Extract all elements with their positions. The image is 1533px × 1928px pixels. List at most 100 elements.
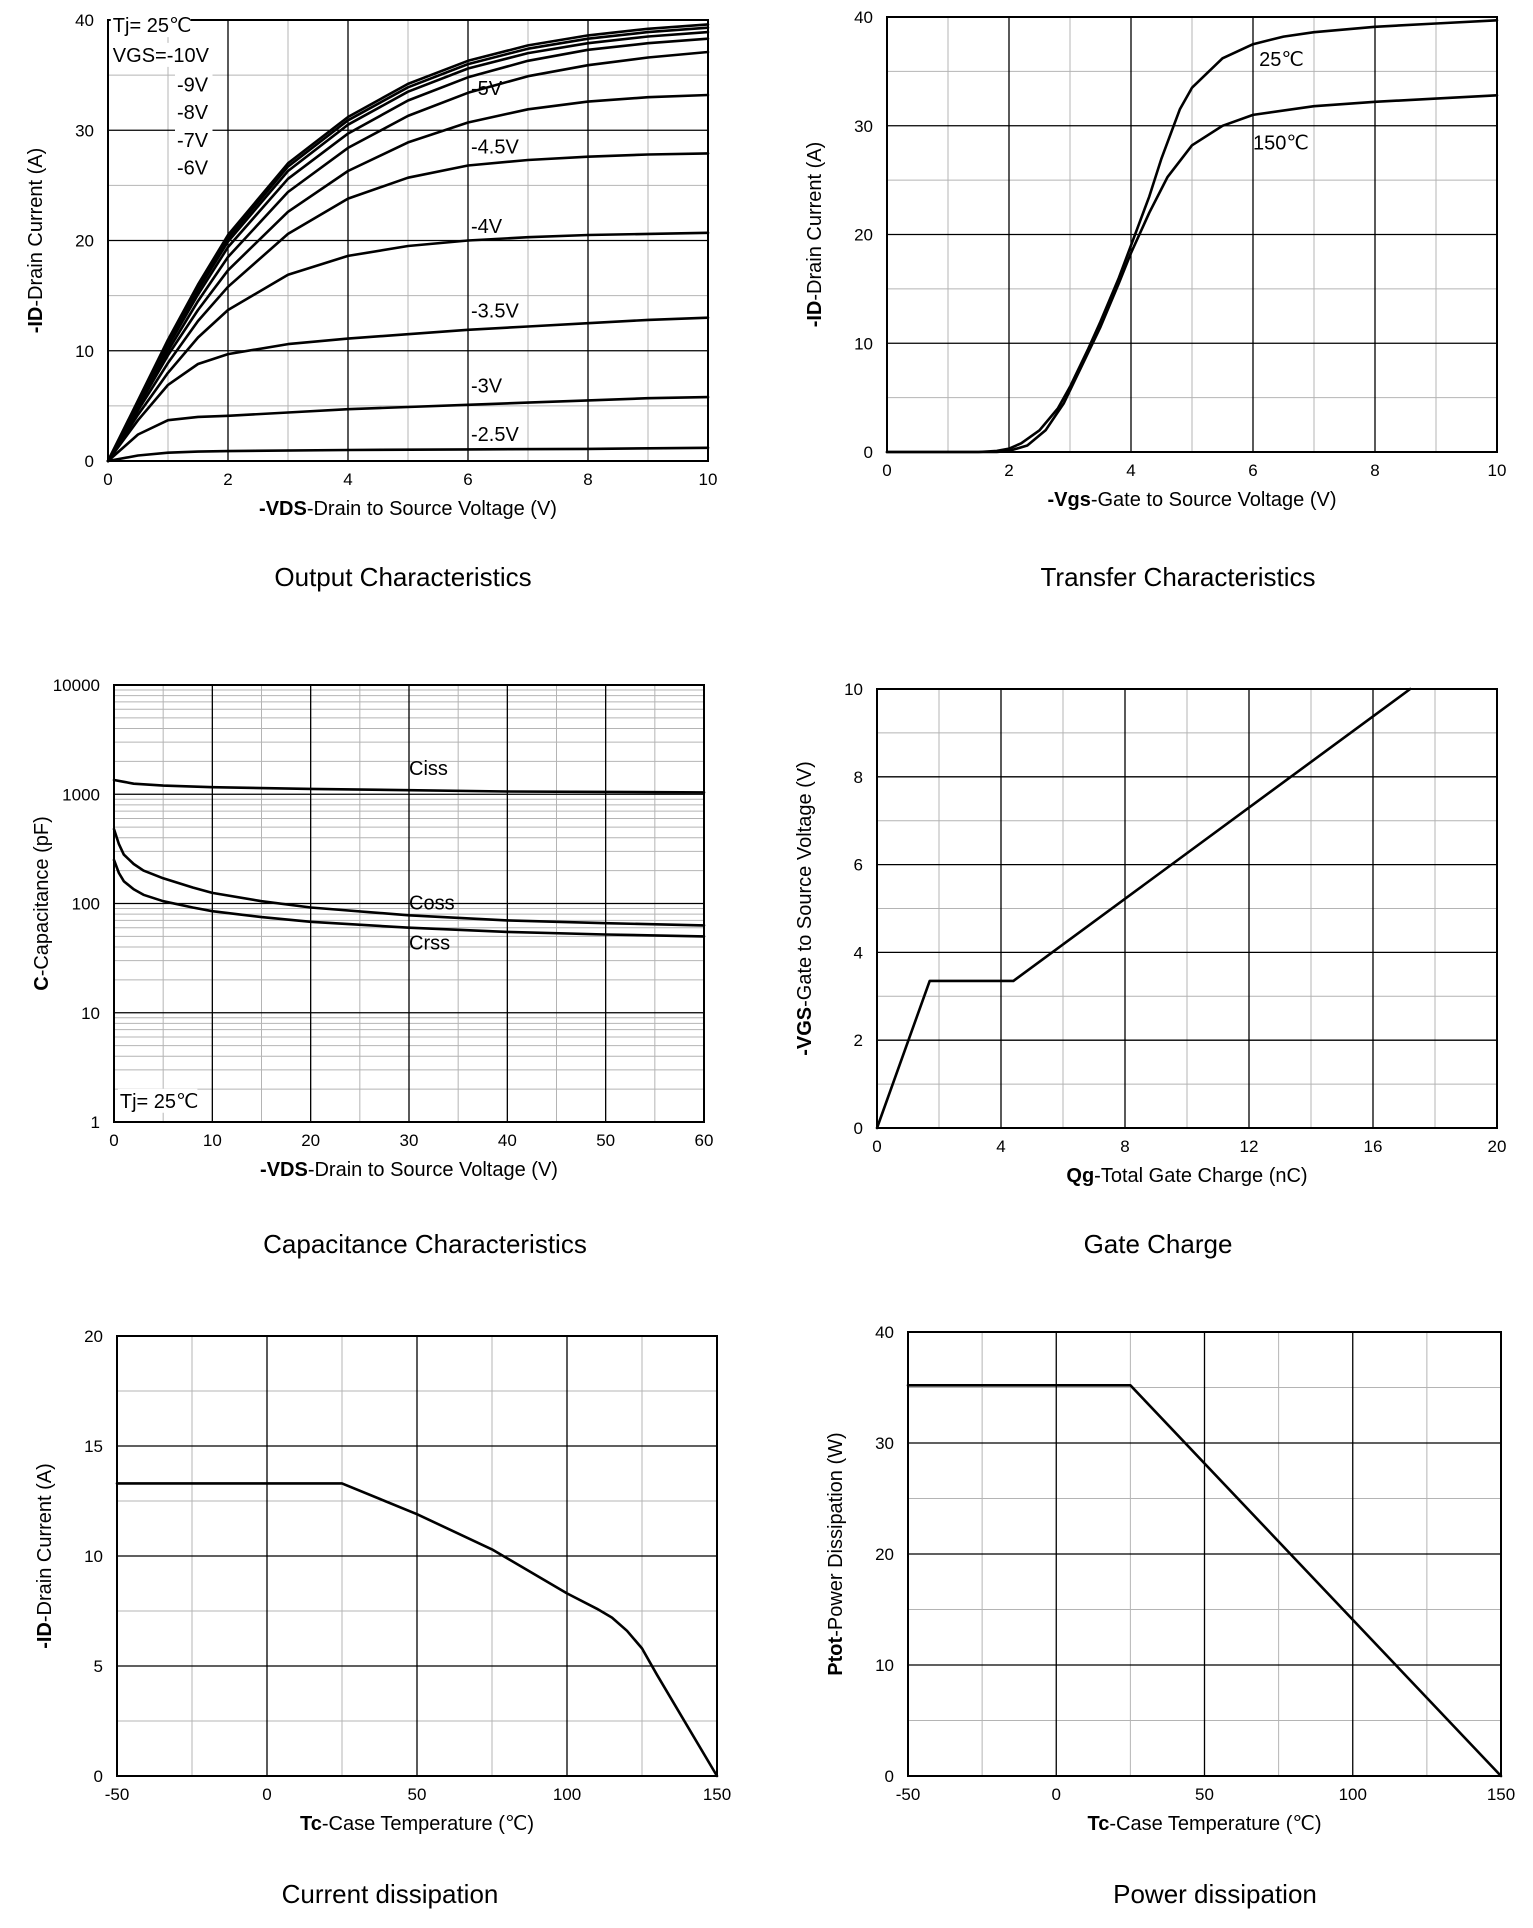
- annotation-text: VGS=-10V: [113, 45, 210, 67]
- x-tick-label: 20: [1488, 1137, 1507, 1156]
- y-axis-label: C-Capacitance (pF): [31, 816, 53, 991]
- series-line--3V: [106, 395, 710, 463]
- x-axis-label-rest: -Drain to Source Voltage (V): [308, 1159, 558, 1181]
- y-tick-label: 30: [875, 1434, 894, 1453]
- y-axis-label-bold: -ID: [804, 301, 826, 328]
- x-axis-label-bold: Tc: [1087, 1813, 1109, 1835]
- y-tick-label: 0: [864, 443, 873, 462]
- x-tick-label: 30: [400, 1131, 419, 1150]
- annotation-bg: [175, 127, 213, 152]
- series-group: [875, 687, 1412, 1130]
- series-line--3.5V: [106, 316, 710, 463]
- y-tick-label: 15: [84, 1437, 103, 1456]
- y-tick-label: 10: [844, 680, 863, 699]
- y-axis-label-rest: -Power Dissipation (W): [825, 1432, 847, 1636]
- y-axis-label-rest: -Drain Current (A): [804, 142, 826, 301]
- series-line-Crss: [112, 858, 706, 938]
- series-label: Crss: [409, 932, 450, 954]
- annotation-bg: [175, 100, 213, 125]
- series-label: -5V: [471, 78, 503, 100]
- x-axis-label: Tc-Case Temperature (℃): [300, 1813, 534, 1835]
- y-tick-label: 8: [854, 768, 863, 787]
- major-grid: [907, 1331, 1502, 1777]
- x-tick-label: 4: [996, 1137, 1005, 1156]
- x-tick-label: 50: [408, 1785, 427, 1804]
- y-axis-label-bold: C: [31, 976, 53, 990]
- plot-frame: [107, 19, 709, 462]
- y-tick-label: 0: [885, 1767, 894, 1786]
- y-tick-label: 10000: [53, 676, 100, 695]
- series-label: -3V: [471, 376, 503, 398]
- series-group: [115, 1482, 719, 1778]
- x-tick-label: 150: [703, 1785, 731, 1804]
- annotation-text: -7V: [177, 130, 209, 152]
- x-tick-label: 10: [1488, 461, 1507, 480]
- annotation-bg: [117, 1088, 198, 1113]
- series-line-ID: [115, 1482, 719, 1778]
- plot-frame: [886, 16, 1498, 453]
- x-tick-label: -50: [105, 1785, 130, 1804]
- x-tick-label: 0: [262, 1785, 271, 1804]
- annotation-text: Tj= 25℃: [120, 1091, 199, 1113]
- y-tick-label: 2: [854, 1031, 863, 1050]
- plot-frame: [876, 688, 1498, 1129]
- series-group: [112, 778, 706, 938]
- y-tick-label: 0: [854, 1119, 863, 1138]
- x-axis-label-rest: -Drain to Source Voltage (V): [307, 498, 557, 520]
- x-axis-label-rest: -Case Temperature (℃): [322, 1813, 534, 1835]
- y-axis-label-bold: Ptot: [825, 1636, 847, 1675]
- x-tick-label: 8: [1370, 461, 1379, 480]
- y-axis-label: -VGS-Gate to Source Voltage (V): [794, 761, 816, 1056]
- x-tick-label: 50: [1195, 1785, 1214, 1804]
- y-tick-label: 20: [875, 1545, 894, 1564]
- y-tick-label: 10: [854, 334, 873, 353]
- y-tick-label: 40: [875, 1323, 894, 1342]
- y-tick-label: 20: [75, 232, 94, 251]
- series-line--4V: [106, 231, 710, 463]
- x-tick-label: 2: [1004, 461, 1013, 480]
- x-axis-label-rest: -Total Gate Charge (nC): [1094, 1165, 1307, 1187]
- y-tick-label: 0: [85, 452, 94, 471]
- chart-4: 0 4 8 12 16 20 0 2 4 6 8 10 Qg-Total Gate Charge (nC…: [794, 680, 1506, 1259]
- chart-title: Capacitance Characteristics: [263, 1229, 587, 1259]
- x-axis-label: Tc-Case Temperature (℃): [1087, 1813, 1321, 1835]
- y-tick-label: 4: [854, 943, 863, 962]
- series-line--6V: [106, 50, 710, 463]
- x-tick-label: 20: [301, 1131, 320, 1150]
- x-tick-label: -50: [896, 1785, 921, 1804]
- y-axis-label: -ID-Drain Current (A): [25, 148, 47, 334]
- series-label: Coss: [409, 893, 455, 915]
- y-tick-label: 6: [854, 856, 863, 875]
- annotation-text: -6V: [177, 157, 209, 179]
- x-tick-label: 12: [1240, 1137, 1259, 1156]
- y-tick-label: 10: [875, 1656, 894, 1675]
- series-label: 150℃: [1253, 133, 1309, 155]
- annotation-text: Tj= 25℃: [113, 15, 192, 37]
- series-group: [106, 23, 710, 463]
- y-tick-label: 1: [91, 1113, 100, 1132]
- annotation-bg: [110, 42, 201, 67]
- y-axis-label-rest: -Capacitance (pF): [31, 816, 53, 976]
- x-axis-label-bold: Tc: [300, 1813, 322, 1835]
- x-tick-label: 16: [1364, 1137, 1383, 1156]
- chart-title: Output Characteristics: [274, 562, 531, 592]
- chart-title: Transfer Characteristics: [1041, 562, 1316, 592]
- series-line-Ciss: [112, 778, 706, 794]
- y-tick-label: 10: [84, 1547, 103, 1566]
- minor-grid: [877, 689, 1497, 1128]
- y-tick-label: 0: [94, 1767, 103, 1786]
- x-axis-label-bold: -VDS: [259, 498, 307, 520]
- y-axis-label-rest: -Gate to Source Voltage (V): [794, 761, 816, 1007]
- x-tick-label: 8: [1120, 1137, 1129, 1156]
- annotation-text: -9V: [177, 75, 209, 97]
- x-axis-label: -Vgs-Gate to Source Voltage (V): [1047, 489, 1336, 511]
- x-axis-label-rest: -Case Temperature (℃): [1109, 1813, 1321, 1835]
- y-axis-label-rest: -Drain Current (A): [34, 1463, 56, 1622]
- chart-title: Current dissipation: [282, 1879, 499, 1909]
- x-tick-label: 8: [583, 470, 592, 489]
- y-tick-label: 10: [81, 1004, 100, 1023]
- series-label: -3.5V: [471, 301, 519, 323]
- x-tick-label: 40: [498, 1131, 517, 1150]
- series-line--2.5V: [106, 446, 710, 463]
